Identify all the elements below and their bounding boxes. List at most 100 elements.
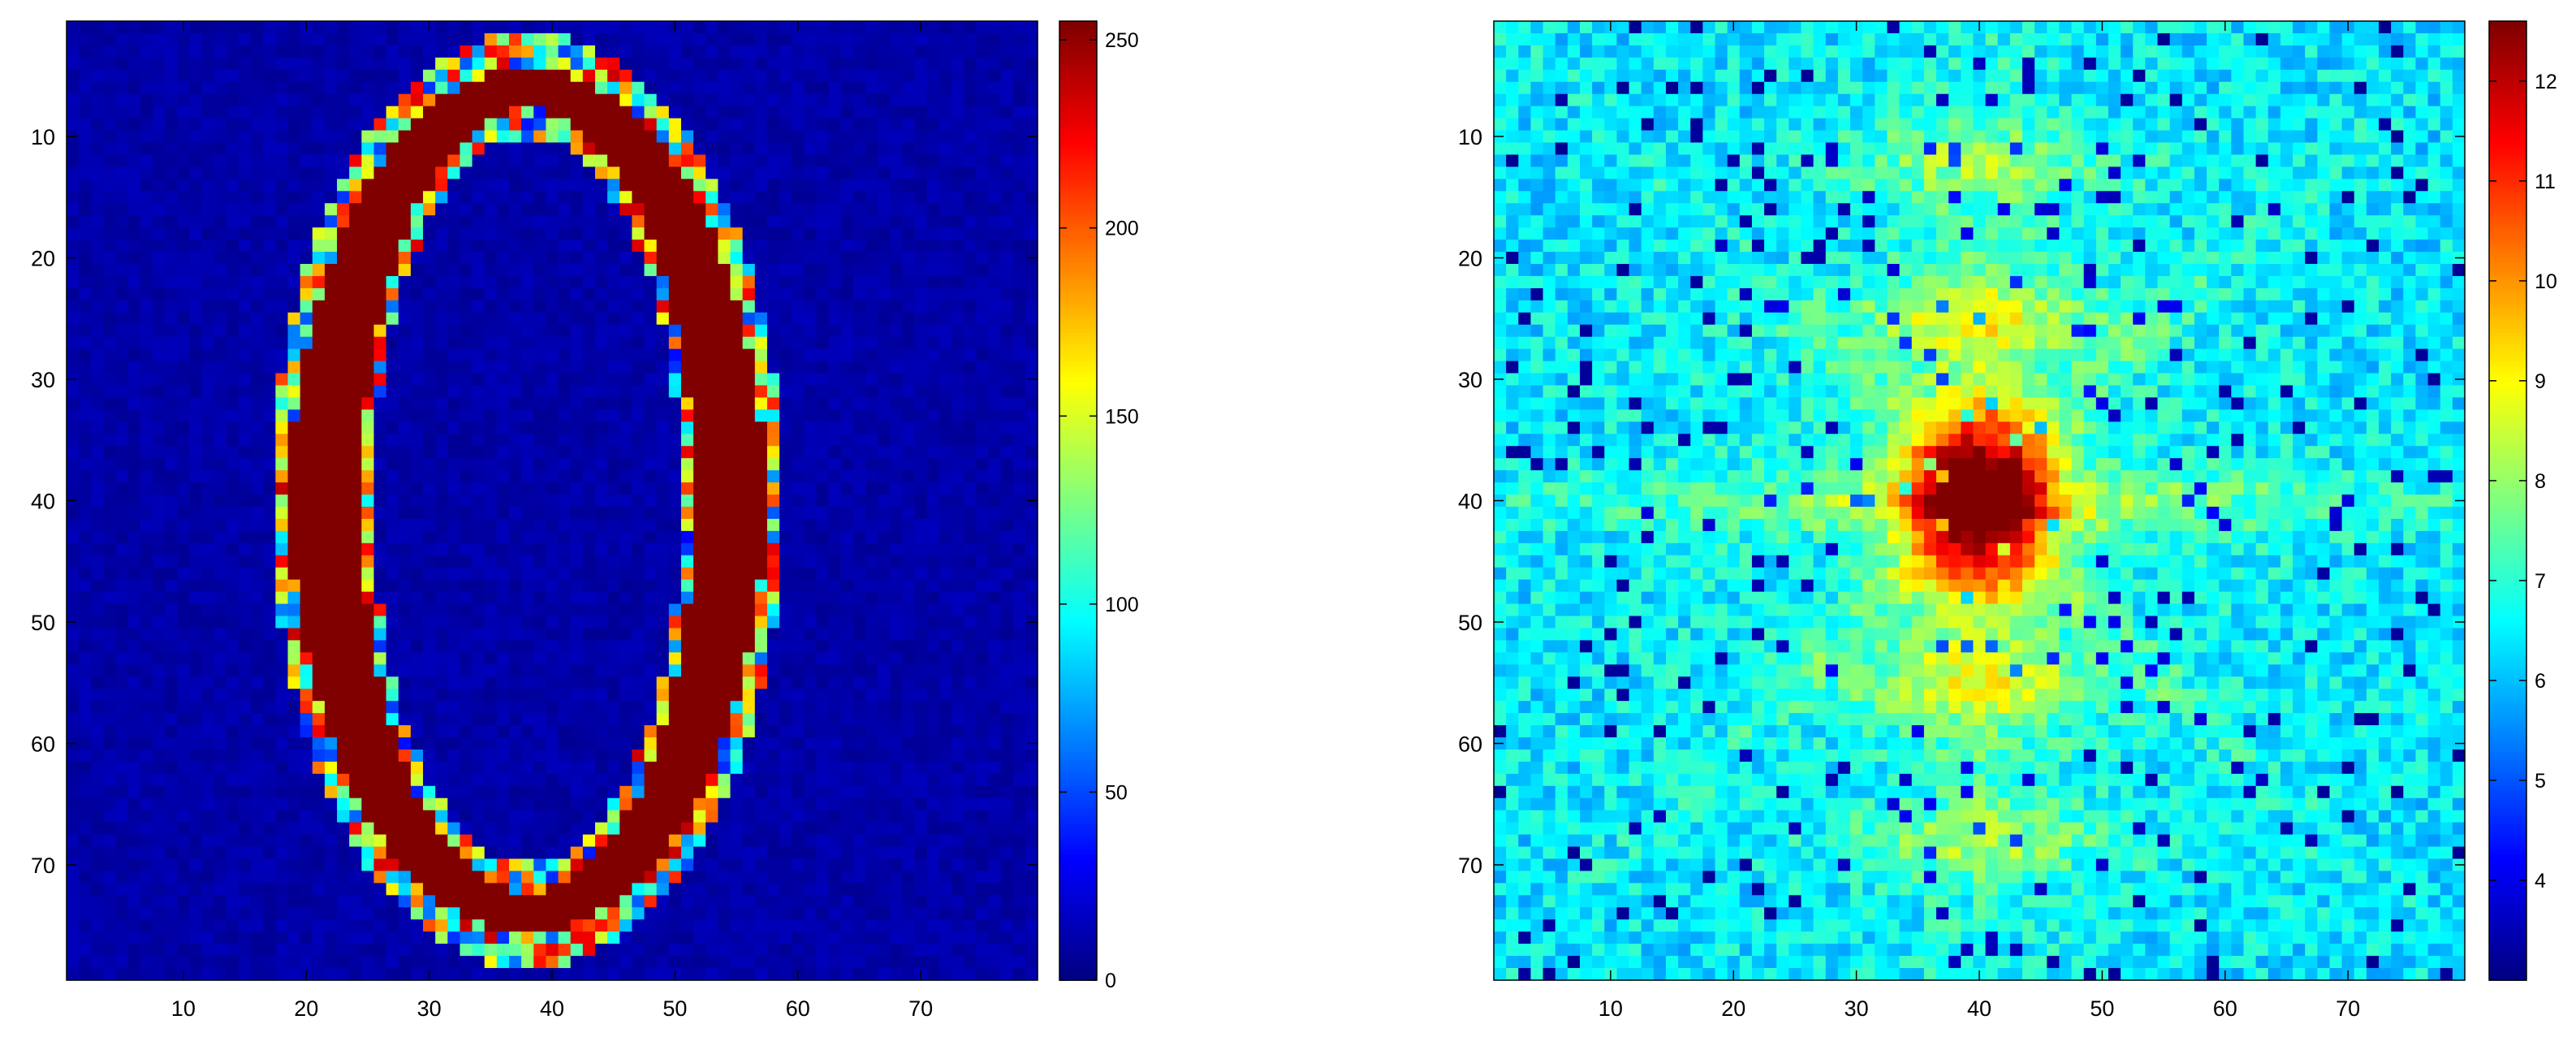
heatmap-cell [840, 203, 854, 216]
heatmap-cell [816, 203, 830, 216]
heatmap-cell [127, 616, 141, 629]
heatmap-cell [1012, 495, 1026, 508]
heatmap-cell [201, 69, 215, 83]
heatmap-cell [705, 203, 718, 216]
heatmap-cell [386, 446, 399, 459]
heatmap-cell [509, 676, 522, 689]
heatmap-cell [263, 542, 276, 556]
heatmap-cell [742, 616, 756, 629]
heatmap-cell [165, 154, 178, 167]
heatmap-cell [705, 652, 718, 665]
heatmap-cell [619, 385, 633, 399]
heatmap-cell [705, 495, 718, 508]
heatmap-cell [632, 749, 645, 763]
heatmap-cell [558, 689, 572, 702]
heatmap-cell [902, 773, 916, 787]
heatmap-cell [594, 591, 608, 605]
heatmap-cell [300, 567, 313, 581]
heatmap-cell [238, 749, 252, 763]
heatmap-cell [115, 191, 129, 204]
heatmap-cell [373, 287, 387, 301]
heatmap-cell [607, 506, 620, 520]
heatmap-cell [189, 482, 203, 495]
heatmap-cell [226, 45, 239, 58]
heatmap-cell [705, 45, 718, 58]
heatmap-cell [742, 506, 756, 520]
heatmap-cell [226, 713, 239, 726]
heatmap-cell [410, 737, 424, 750]
heatmap-cell [668, 203, 682, 216]
heatmap-cell [840, 761, 854, 775]
heatmap-cell [804, 652, 818, 665]
heatmap-cell [324, 312, 338, 326]
heatmap-cell [67, 689, 80, 702]
heatmap-cell [926, 640, 940, 653]
heatmap-cell [324, 482, 338, 495]
heatmap-cell [140, 21, 153, 34]
heatmap-cell [460, 106, 473, 119]
heatmap-cell [840, 737, 854, 750]
heatmap-cell [890, 603, 904, 617]
heatmap-cell [828, 179, 842, 192]
heatmap-cell [878, 628, 891, 642]
heatmap-cell [964, 555, 977, 568]
heatmap-cell [644, 32, 658, 46]
heatmap-cell [91, 397, 105, 410]
heatmap-cell [373, 93, 387, 107]
heatmap-cell [988, 676, 1002, 689]
heatmap-cell [484, 725, 498, 738]
heatmap-cell [214, 482, 227, 495]
heatmap-cell [509, 482, 522, 495]
heatmap-cell [410, 300, 424, 313]
heatmap-cell [766, 227, 780, 240]
heatmap-cell [226, 421, 239, 434]
heatmap-cell [730, 603, 744, 617]
heatmap-cell [287, 542, 301, 556]
heatmap-cell [300, 275, 313, 289]
heatmap-cell [926, 652, 940, 665]
heatmap-cell [165, 495, 178, 508]
heatmap-cell [852, 81, 866, 95]
heatmap-cell [324, 701, 338, 714]
heatmap-cell [201, 713, 215, 726]
heatmap-cell [115, 676, 129, 689]
heatmap-cell [619, 664, 633, 677]
heatmap-cell [361, 203, 375, 216]
heatmap-cell [890, 409, 904, 422]
heatmap-cell [275, 652, 289, 665]
heatmap-cell [300, 179, 313, 192]
heatmap-cell [594, 542, 608, 556]
heatmap-cell [816, 603, 830, 617]
heatmap-cell [742, 713, 756, 726]
heatmap-cell [201, 130, 215, 144]
heatmap-cell [165, 142, 178, 156]
heatmap-cell [680, 32, 694, 46]
heatmap-cell [140, 542, 153, 556]
heatmap-cell [938, 336, 952, 350]
heatmap-cell [312, 130, 326, 144]
heatmap-cell [189, 130, 203, 144]
heatmap-cell [435, 518, 448, 532]
heatmap-cell [951, 130, 964, 144]
heatmap-cell [201, 689, 215, 702]
heatmap-cell [300, 664, 313, 677]
heatmap-cell [742, 324, 756, 338]
heatmap-cell [361, 166, 375, 179]
heatmap-cell [398, 506, 412, 520]
heatmap-cell [976, 69, 990, 83]
heatmap-cell [410, 336, 424, 350]
heatmap-cell [619, 434, 633, 447]
heatmap-cell [472, 312, 485, 326]
heatmap-cell [668, 689, 682, 702]
heatmap-cell [300, 761, 313, 775]
heatmap-cell [79, 275, 92, 289]
heatmap-cell [558, 397, 572, 410]
heatmap-cell [177, 287, 190, 301]
heatmap-cell [509, 154, 522, 167]
heatmap-cell [189, 215, 203, 228]
heatmap-cell [533, 287, 547, 301]
heatmap-cell [964, 252, 977, 265]
heatmap-cell [742, 397, 756, 410]
heatmap-cell [1012, 287, 1026, 301]
heatmap-cell [79, 761, 92, 775]
